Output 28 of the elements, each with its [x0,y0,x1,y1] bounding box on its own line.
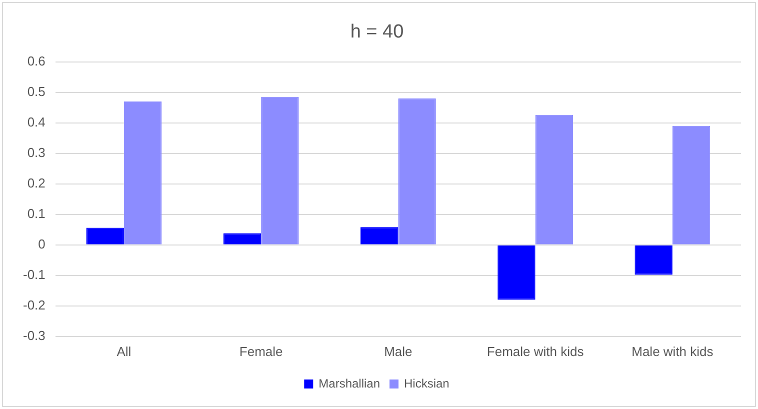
y-tick-label: 0.5 [27,84,46,99]
x-tick-label: All [116,344,132,359]
bar [223,233,262,244]
bar [261,96,299,244]
chart-title: h = 40 [350,22,404,43]
y-tick-label: 0.1 [27,206,46,221]
bar [498,245,536,300]
y-tick-label: -0.2 [22,297,46,312]
x-tick-label: Female [239,344,283,359]
bar [634,245,672,275]
y-tick-label: -0.3 [22,328,46,343]
bar [672,126,710,244]
x-tick-label: Male [384,344,412,359]
y-tick-label: 0.3 [27,144,46,160]
legend-label: Marshallian [318,376,380,390]
bar [535,114,574,244]
legend-label: Hicksian [404,376,450,390]
y-tick-label: 0 [38,236,46,252]
bar [124,101,162,244]
y-tick-label: -0.1 [22,266,46,282]
bar [86,228,124,244]
y-tick-label: 0.2 [27,175,46,190]
bar [360,227,398,244]
y-tick-label: 0.4 [27,114,46,130]
bar [398,98,436,244]
x-tick-label: Female with kids [486,344,584,359]
x-tick-label: Male with kids [632,344,714,359]
y-tick-label: 0.6 [27,53,46,68]
